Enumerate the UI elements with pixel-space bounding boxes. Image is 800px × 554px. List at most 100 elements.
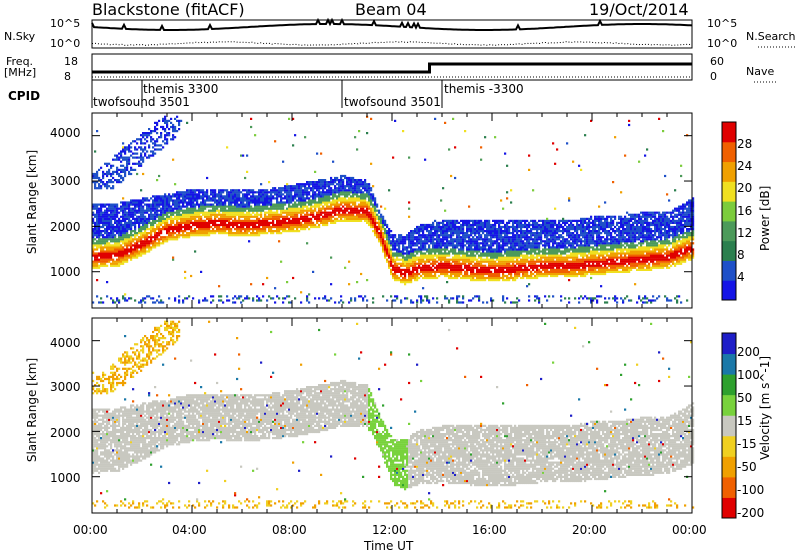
- data-cell: [490, 236, 493, 239]
- data-cell: [430, 254, 433, 257]
- data-cell: [150, 221, 153, 224]
- data-cell: [154, 199, 157, 202]
- data-cell: [352, 211, 355, 214]
- data-cell: [454, 264, 457, 267]
- data-cell: [154, 125, 157, 129]
- data-cell: [494, 270, 497, 273]
- data-cell: [138, 238, 141, 241]
- data-cell: [498, 244, 501, 247]
- data-cell: [208, 219, 211, 222]
- data-cell: [120, 250, 123, 253]
- data-cell: [452, 244, 455, 247]
- data-cell: [352, 217, 355, 220]
- data-cell: [302, 205, 305, 208]
- data-cell: [246, 207, 249, 210]
- data-cell: [232, 211, 235, 214]
- data-cell: [118, 240, 121, 243]
- data-cell: [354, 187, 357, 190]
- data-cell: [494, 264, 497, 267]
- data-cell: [204, 213, 207, 216]
- data-cell: [112, 301, 115, 304]
- data-cell: [116, 203, 119, 206]
- data-cell: [114, 209, 117, 212]
- data-cell: [482, 242, 485, 245]
- data-cell: [352, 181, 355, 184]
- data-cell: [210, 295, 213, 298]
- data-cell: [130, 236, 133, 239]
- data-cell: [306, 197, 309, 200]
- data-cell: [446, 272, 449, 276]
- data-cell: [102, 203, 105, 206]
- data-cell: [440, 252, 443, 255]
- data-cell: [236, 201, 239, 204]
- data-cell: [318, 189, 321, 192]
- data-cell: [450, 268, 453, 271]
- data-cell: [400, 254, 403, 257]
- data-cell: [118, 223, 121, 227]
- data-cell: [494, 234, 497, 237]
- data-cell: [490, 252, 493, 255]
- data-cell: [326, 217, 329, 220]
- data-cell: [320, 211, 323, 214]
- data-cell: [340, 213, 343, 216]
- data-cell: [348, 183, 351, 186]
- data-cell: [166, 195, 169, 198]
- data-cell: [376, 221, 379, 224]
- data-cell: [462, 236, 465, 239]
- data-cell: [138, 217, 141, 220]
- data-cell: [452, 219, 455, 222]
- data-cell: [374, 201, 377, 204]
- data-cell: [404, 297, 407, 300]
- data-cell: [408, 250, 411, 253]
- data-cell: [332, 179, 335, 182]
- data-cell: [342, 213, 345, 216]
- data-cell: [248, 201, 251, 204]
- data-cell: [178, 205, 181, 208]
- data-cell: [398, 279, 401, 282]
- data-cell: [426, 228, 429, 231]
- data-cell: [218, 195, 221, 198]
- data-cell: [316, 195, 319, 198]
- data-cell: [462, 232, 465, 235]
- data-cell: [448, 252, 451, 255]
- data-cell: [456, 238, 459, 241]
- data-cell: [352, 207, 355, 210]
- data-cell: [184, 205, 187, 208]
- data-cell: [294, 191, 297, 194]
- data-cell: [170, 207, 173, 210]
- data-cell: [188, 215, 191, 218]
- data-cell: [140, 221, 143, 224]
- data-cell: [332, 197, 335, 200]
- data-cell: [270, 189, 273, 192]
- data-cell: [474, 221, 477, 224]
- data-cell: [428, 250, 431, 253]
- data-cell: [332, 215, 335, 218]
- data-cell: [426, 270, 429, 273]
- data-cell: [312, 199, 315, 202]
- data-cell: [100, 217, 103, 220]
- data-cell: [242, 154, 245, 157]
- data-cell: [480, 266, 483, 269]
- data-cell: [306, 193, 309, 196]
- data-cell: [124, 152, 127, 155]
- data-cell: [400, 264, 403, 267]
- data-cell: [368, 195, 371, 198]
- data-cell: [494, 266, 497, 269]
- data-cell: [160, 299, 163, 302]
- data-cell: [272, 191, 275, 194]
- data-cell: [152, 201, 155, 204]
- data-cell: [392, 234, 395, 237]
- data-cell: [336, 219, 339, 222]
- data-cell: [240, 228, 243, 231]
- data-cell: [282, 223, 285, 227]
- data-cell: [108, 236, 111, 239]
- data-cell: [488, 248, 491, 251]
- data-cell: [414, 276, 417, 280]
- data-cell: [122, 232, 125, 235]
- data-cell: [340, 181, 343, 184]
- data-cell: [468, 230, 471, 233]
- data-cell: [200, 270, 203, 273]
- data-cell: [186, 195, 189, 198]
- data-cell: [94, 205, 97, 208]
- data-cell: [188, 232, 191, 235]
